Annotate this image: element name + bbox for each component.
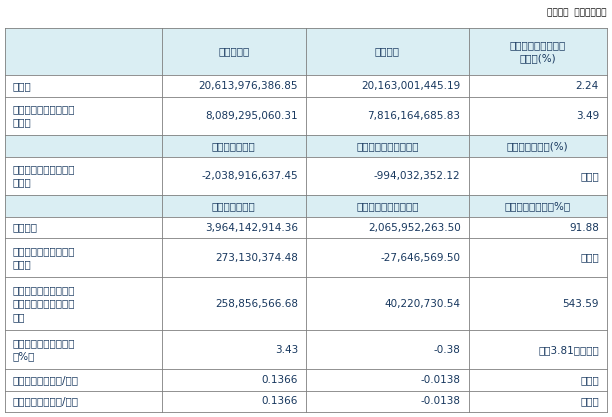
Bar [306,75,469,97]
Bar [162,28,306,75]
Bar [306,28,469,75]
Text: 单位：元  币种：人民币: 单位：元 币种：人民币 [548,8,607,17]
Bar [162,277,306,331]
Bar [306,157,469,195]
Text: 本报告期末: 本报告期末 [218,47,249,57]
Text: -0.0138: -0.0138 [420,375,461,385]
Text: -2,038,916,637.45: -2,038,916,637.45 [201,171,298,181]
Bar [469,217,607,238]
Bar [306,97,469,135]
Text: 3.49: 3.49 [576,111,599,121]
Bar [469,97,607,135]
Bar [469,331,607,369]
Text: 归属于上市公司股东的
净资产: 归属于上市公司股东的 净资产 [13,104,75,128]
Bar [469,391,607,412]
Text: 本报告期末比上年度
末增减(%): 本报告期末比上年度 末增减(%) [510,40,566,63]
Text: 基本每股收益（元/股）: 基本每股收益（元/股） [13,375,79,385]
Text: 经营活动产生的现金流
量净额: 经营活动产生的现金流 量净额 [13,164,75,188]
Text: 20,613,976,386.85: 20,613,976,386.85 [198,81,298,91]
Bar [306,195,469,217]
Text: 3.43: 3.43 [275,345,298,355]
Text: 2,065,952,263.50: 2,065,952,263.50 [368,223,461,233]
Text: -0.38: -0.38 [434,345,461,355]
Bar [162,369,306,391]
Bar [162,97,306,135]
Text: -994,032,352.12: -994,032,352.12 [374,171,461,181]
Bar [306,238,469,277]
Text: 258,856,566.68: 258,856,566.68 [215,299,298,309]
Bar [5,157,162,195]
Text: -27,646,569.50: -27,646,569.50 [381,253,461,263]
Bar [162,75,306,97]
Text: 40,220,730.54: 40,220,730.54 [384,299,461,309]
Bar [5,331,162,369]
Text: 543.59: 543.59 [562,299,599,309]
Text: 营业收入: 营业收入 [13,223,38,233]
Text: -0.0138: -0.0138 [420,396,461,406]
Bar [306,331,469,369]
Text: 比上年同期增减（%）: 比上年同期增减（%） [505,201,571,211]
Bar [469,277,607,331]
Text: 年初至报告期末: 年初至报告期末 [212,201,256,211]
Bar [5,277,162,331]
Text: 归属于上市公司股东的
扣除非经常性损益的净
利润: 归属于上市公司股东的 扣除非经常性损益的净 利润 [13,286,75,322]
Text: 2.24: 2.24 [576,81,599,91]
Bar [306,135,469,157]
Bar [162,391,306,412]
Text: 上年度末: 上年度末 [375,47,400,57]
Text: 不适用: 不适用 [580,396,599,406]
Bar [469,157,607,195]
Text: 0.1366: 0.1366 [261,375,298,385]
Text: 3,964,142,914.36: 3,964,142,914.36 [205,223,298,233]
Bar [306,391,469,412]
Text: 稀释每股收益（元/股）: 稀释每股收益（元/股） [13,396,79,406]
Bar [469,238,607,277]
Text: 比上年同期增减(%): 比上年同期增减(%) [507,141,569,151]
Bar [162,195,306,217]
Bar [469,369,607,391]
Bar [469,195,607,217]
Bar [5,97,162,135]
Text: 归属于上市公司股东的
净利润: 归属于上市公司股东的 净利润 [13,246,75,269]
Text: 不适用: 不适用 [580,253,599,263]
Bar [469,135,607,157]
Bar [162,238,306,277]
Bar [5,28,162,75]
Bar [5,217,162,238]
Text: 不适用: 不适用 [580,171,599,181]
Bar [306,369,469,391]
Bar [162,157,306,195]
Bar [5,369,162,391]
Text: 加权平均净资产收益率
（%）: 加权平均净资产收益率 （%） [13,338,75,362]
Bar [5,75,162,97]
Text: 20,163,001,445.19: 20,163,001,445.19 [361,81,461,91]
Text: 总资产: 总资产 [13,81,32,91]
Text: 8,089,295,060.31: 8,089,295,060.31 [206,111,298,121]
Text: 7,816,164,685.83: 7,816,164,685.83 [368,111,461,121]
Bar [162,135,306,157]
Text: 273,130,374.48: 273,130,374.48 [215,253,298,263]
Bar [5,195,162,217]
Bar [469,28,607,75]
Bar [162,217,306,238]
Bar [469,75,607,97]
Bar [5,135,162,157]
Bar [5,391,162,412]
Bar [306,217,469,238]
Text: 不适用: 不适用 [580,375,599,385]
Text: 上年初至上年报告期末: 上年初至上年报告期末 [356,141,419,151]
Text: 年初至报告期末: 年初至报告期末 [212,141,256,151]
Text: 增加3.81个百分点: 增加3.81个百分点 [538,345,599,355]
Bar [162,331,306,369]
Text: 91.88: 91.88 [569,223,599,233]
Text: 0.1366: 0.1366 [261,396,298,406]
Bar [306,277,469,331]
Text: 上年初至上年报告期末: 上年初至上年报告期末 [356,201,419,211]
Bar [5,238,162,277]
